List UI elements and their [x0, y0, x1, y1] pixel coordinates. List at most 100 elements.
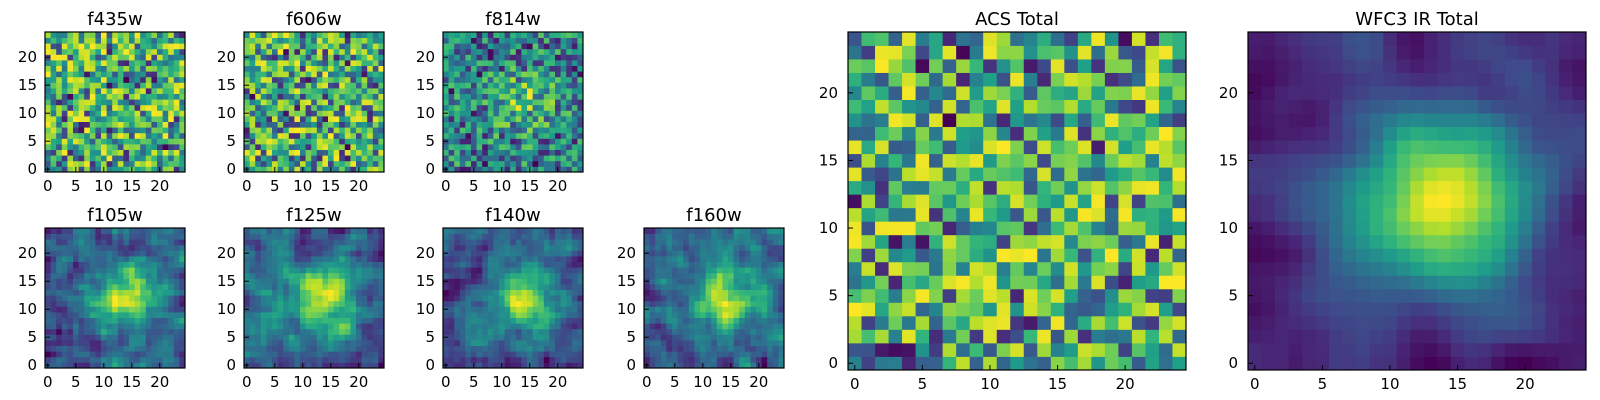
heatmap-cell: [929, 302, 944, 317]
heatmap-cell: [283, 317, 290, 324]
heatmap-cell: [722, 317, 729, 324]
heatmap-cell: [344, 166, 351, 173]
heatmap-cell: [372, 149, 379, 156]
heatmap-cell: [515, 289, 522, 296]
heatmap-cell: [322, 306, 329, 313]
heatmap-cell: [372, 284, 379, 290]
heatmap-cell: [294, 317, 301, 324]
heatmap-cell: [311, 71, 318, 78]
heatmap-cell: [266, 278, 273, 285]
heatmap-cell: [521, 110, 528, 117]
heatmap-cell: [294, 43, 301, 50]
heatmap-cell: [56, 256, 63, 262]
heatmap-cell: [272, 54, 278, 61]
x-tick-label: 20: [150, 177, 169, 195]
heatmap-cell: [566, 334, 573, 341]
heatmap-cell: [311, 233, 318, 240]
heatmap-cell: [266, 110, 273, 117]
heatmap-cell: [112, 328, 119, 335]
heatmap-cell: [266, 149, 273, 156]
heatmap-cell: [499, 312, 505, 318]
heatmap-cell: [112, 340, 119, 346]
heatmap-cell: [767, 306, 774, 313]
heatmap-cell: [728, 228, 734, 234]
heatmap-cell: [266, 272, 273, 279]
heatmap-cell: [123, 76, 130, 83]
heatmap-cell: [179, 312, 186, 318]
heatmap-cell: [1145, 329, 1160, 344]
heatmap-cell: [555, 99, 561, 106]
heatmap-cell: [772, 306, 779, 313]
heatmap-cell: [471, 155, 477, 162]
heatmap-cell: [983, 167, 998, 182]
heatmap-cell: [915, 302, 930, 317]
heatmap-cell: [454, 121, 461, 128]
heatmap-cell: [117, 48, 124, 55]
heatmap-cell: [356, 54, 362, 61]
heatmap-cell: [283, 340, 290, 346]
heatmap-cell: [1118, 329, 1133, 344]
heatmap-cell: [350, 345, 357, 352]
heatmap-cell: [448, 116, 455, 122]
heatmap-cell: [929, 153, 944, 168]
x-tick-label: 10: [293, 373, 312, 391]
heatmap-cell: [101, 228, 107, 234]
heatmap-cell: [356, 48, 362, 55]
heatmap-cell: [705, 306, 712, 313]
heatmap-cell: [515, 116, 522, 122]
heatmap-cell: [744, 356, 751, 363]
heatmap-cell: [372, 256, 379, 262]
heatmap-cell: [694, 272, 701, 279]
heatmap-cell: [255, 233, 262, 240]
heatmap-cell: [134, 233, 141, 240]
heatmap-cell: [106, 267, 113, 274]
heatmap-cell: [45, 289, 51, 296]
heatmap-cell: [84, 155, 91, 162]
heatmap-cell: [140, 356, 147, 363]
heatmap-cell: [448, 93, 455, 100]
heatmap-cell: [84, 312, 91, 318]
heatmap-cell: [476, 284, 483, 290]
heatmap-cell: [89, 160, 96, 167]
heatmap-cell: [277, 345, 284, 352]
heatmap-cell: [443, 312, 449, 318]
heatmap-cell: [459, 88, 466, 94]
heatmap-cell: [356, 239, 362, 246]
heatmap-cell: [555, 312, 561, 318]
heatmap-cell: [168, 250, 175, 257]
heatmap-cell: [129, 306, 135, 313]
heatmap-cell: [333, 289, 340, 296]
heatmap-cell: [677, 261, 684, 268]
heatmap-cell: [566, 289, 573, 296]
heatmap-cell: [311, 88, 318, 94]
heatmap-cell: [1145, 234, 1160, 249]
heatmap-cell: [705, 239, 712, 246]
heatmap-cell: [300, 340, 306, 346]
heatmap-cell: [73, 244, 79, 251]
heatmap-cell: [532, 32, 539, 38]
heatmap-cell: [694, 239, 701, 246]
heatmap-cell: [861, 207, 876, 222]
heatmap-cell: [344, 233, 351, 240]
heatmap-cell: [499, 121, 505, 128]
heatmap-cell: [61, 149, 68, 156]
heatmap-cell: [493, 295, 500, 302]
heatmap-cell: [328, 289, 334, 296]
heatmap-cell: [173, 328, 180, 335]
heatmap-cell: [471, 351, 477, 358]
heatmap-cell: [73, 340, 79, 346]
heatmap-cell: [744, 228, 751, 234]
heatmap-cell: [538, 334, 545, 341]
heatmap-cell: [538, 323, 545, 330]
heatmap-cell: [493, 250, 500, 257]
heatmap-cell: [50, 37, 57, 44]
heatmap-cell: [134, 160, 141, 167]
heatmap-cell: [316, 155, 323, 162]
heatmap-cell: [333, 88, 340, 94]
heatmap-cell: [255, 149, 262, 156]
heatmap-cell: [45, 37, 51, 44]
heatmap-cell: [677, 328, 684, 335]
heatmap-cell: [316, 132, 323, 139]
heatmap-cell: [67, 93, 74, 100]
heatmap-cell: [378, 289, 385, 296]
